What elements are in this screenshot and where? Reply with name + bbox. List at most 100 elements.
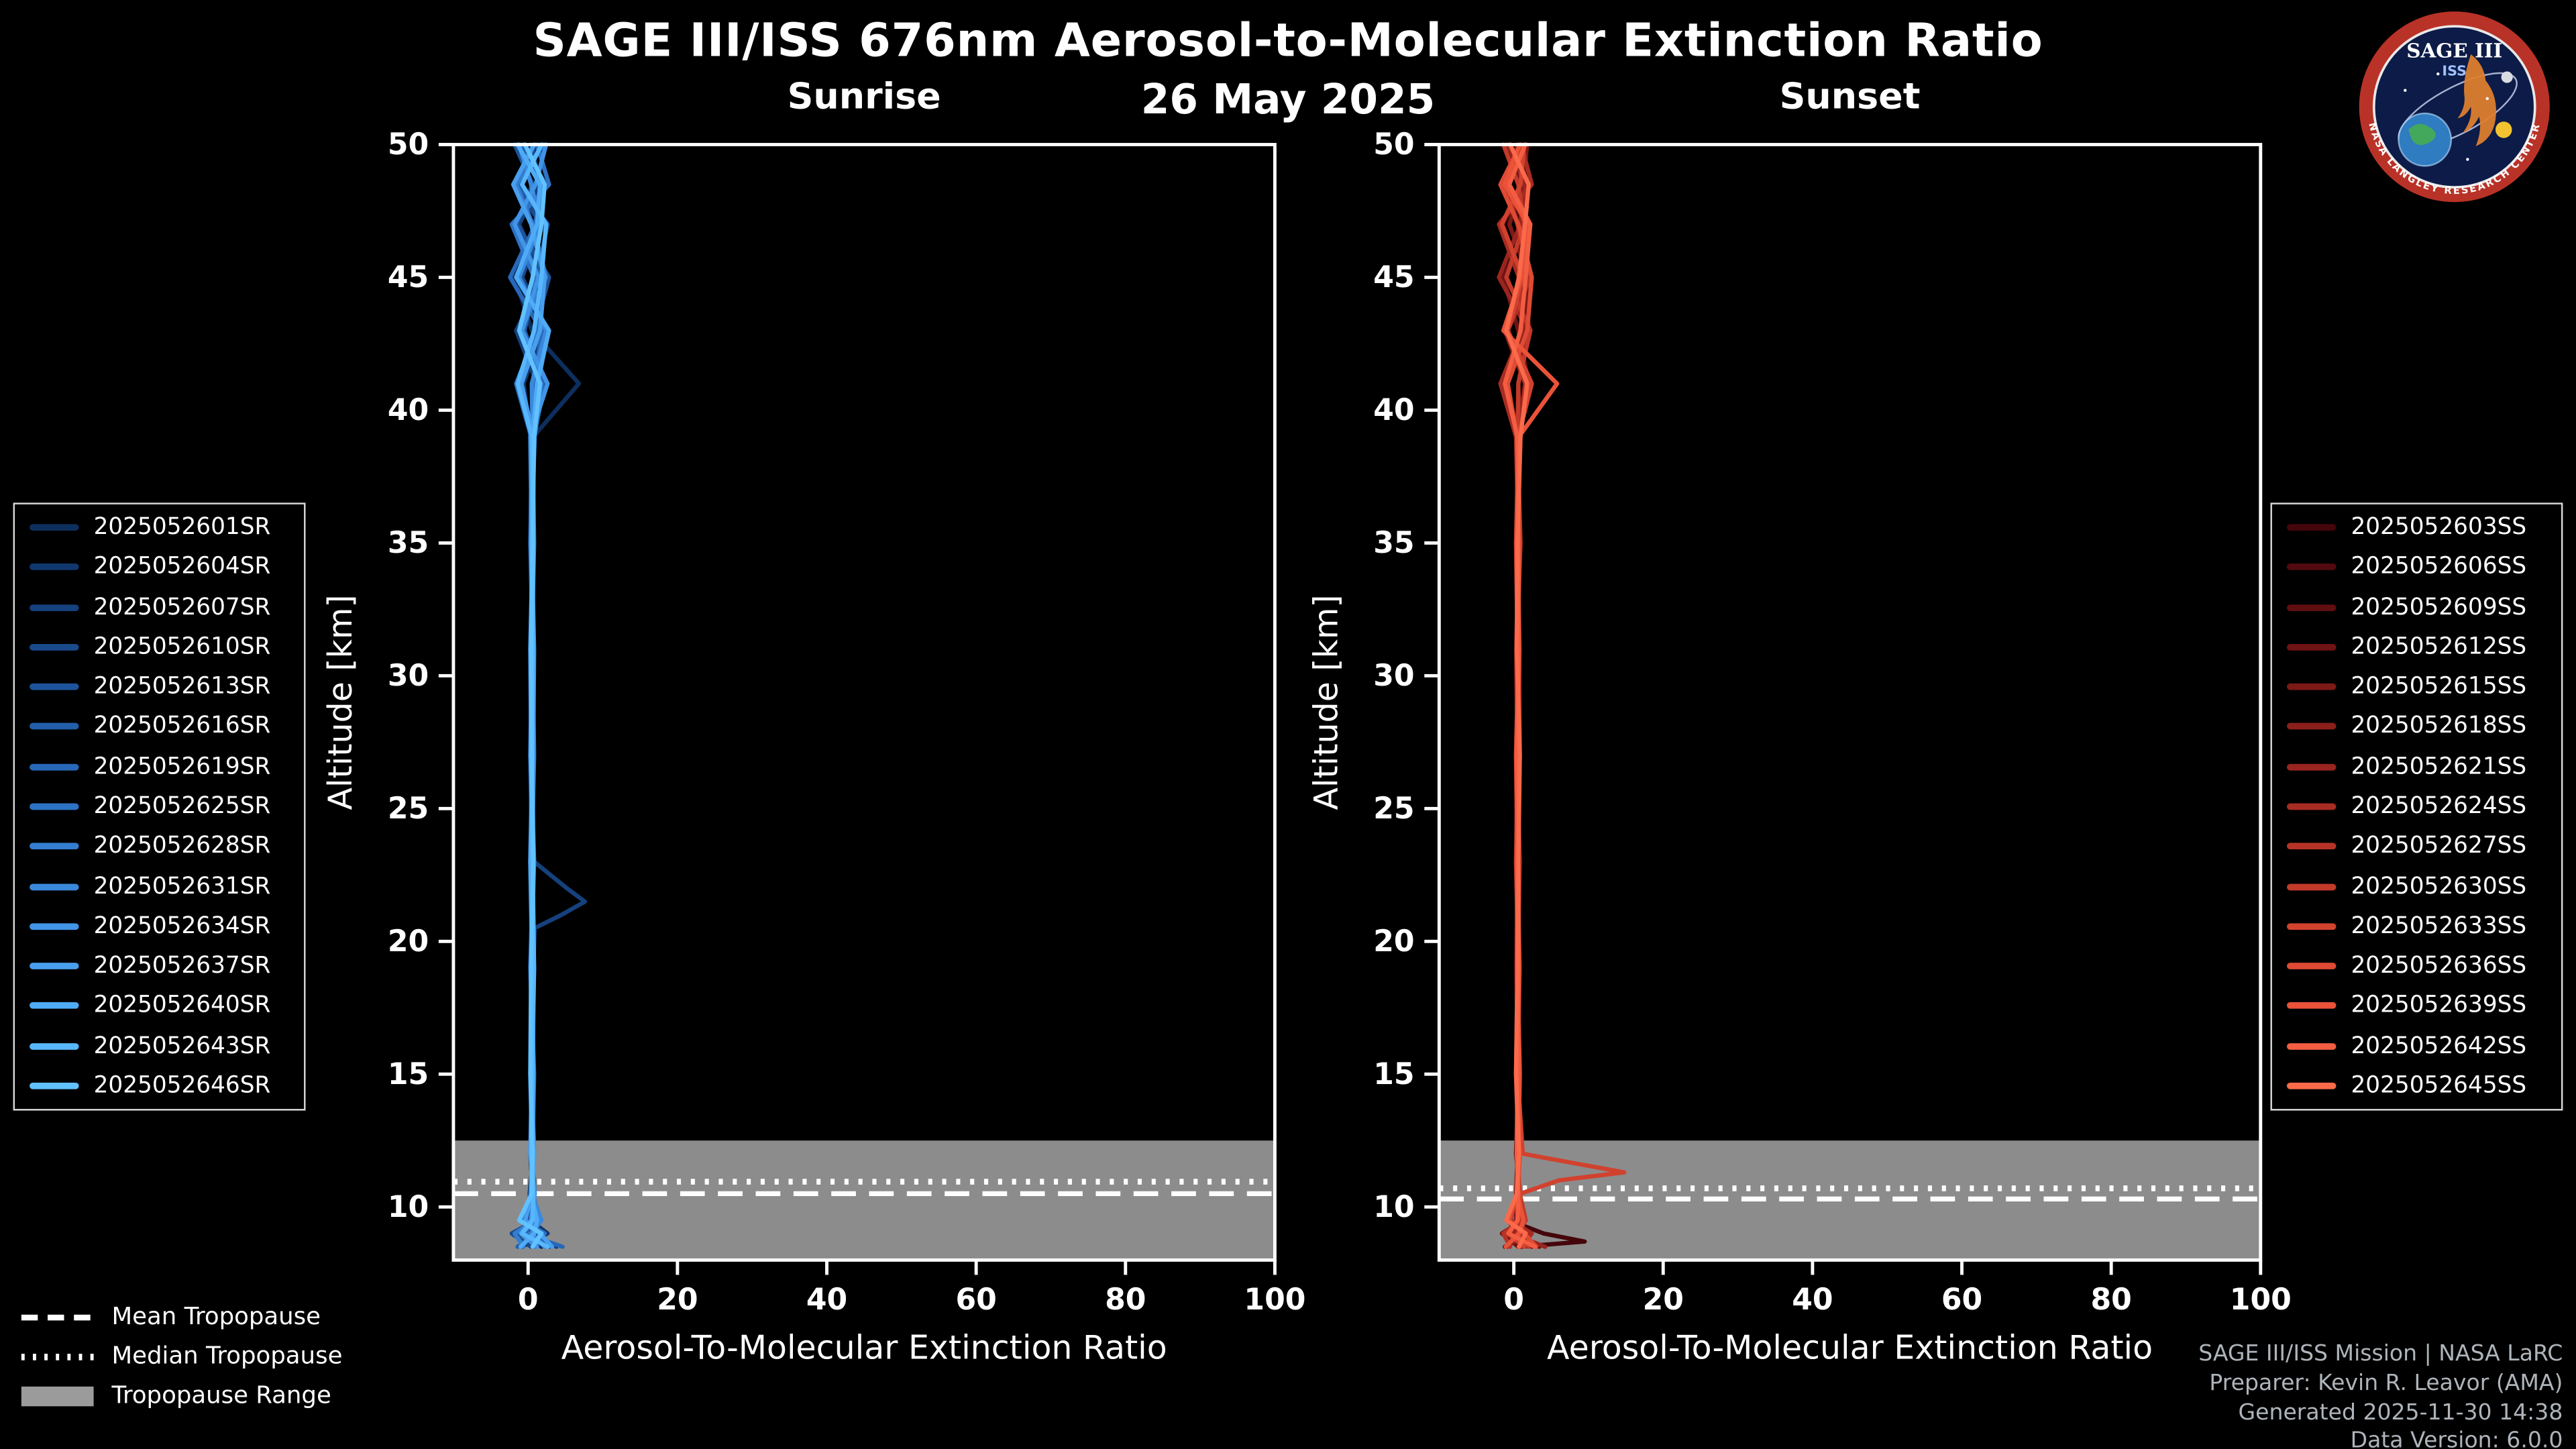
sunset-panel: 0 20 40 60 80 100 10 15 20 25 30 35 40 45 50 Aerosol-To… [1307, 75, 2291, 1367]
footer-mission: SAGE III/ISS Mission | NASA LaRC [2198, 1340, 2563, 1367]
legend-item-tropopause-range: Tropopause Range [19, 1383, 342, 1409]
legend-label: 2025052616SR [93, 713, 271, 741]
legend-line-swatch [30, 1082, 79, 1089]
star-icon [2466, 158, 2469, 161]
y-tick-label: 20 [388, 924, 429, 959]
legend-label: 2025052643SR [93, 1032, 271, 1059]
profile-line-2025052646SR [517, 142, 547, 1249]
legend-line-swatch [2286, 883, 2337, 890]
x-tick-label: 60 [1941, 1283, 1982, 1317]
legend-item: 2025052625SR [30, 794, 289, 820]
legend-line-swatch [30, 524, 79, 531]
x-tick-label: 80 [1105, 1283, 1146, 1317]
legend-line-swatch [2286, 1082, 2337, 1089]
legend-line-swatch [2286, 643, 2337, 651]
x-tick-label: 40 [1792, 1283, 1833, 1317]
star-icon [2436, 72, 2440, 76]
legend-item: 2025052643SR [30, 1033, 289, 1059]
footer-generated: Generated 2025-11-30 14:38 [2238, 1399, 2563, 1426]
y-tick-label: 10 [1373, 1190, 1414, 1224]
legend-item: 2025052630SS [2286, 873, 2546, 900]
legend-label: 2025052624SS [2351, 793, 2527, 820]
legend-label: Mean Tropopause [111, 1304, 321, 1331]
legend-line-swatch [30, 963, 79, 970]
legend-label: 2025052628SR [93, 833, 271, 860]
x-tick-label: 20 [657, 1283, 698, 1317]
legend-line-swatch [30, 564, 79, 571]
x-tick-label: 20 [1643, 1283, 1684, 1317]
legend-label: 2025052607SR [93, 594, 271, 621]
logo-subtitle: ISS [2442, 63, 2467, 79]
y-tick-label: 45 [1373, 260, 1414, 294]
legend-line-swatch [2286, 963, 2337, 970]
footer-preparer: Preparer: Kevin R. Leavor (AMA) [2209, 1369, 2563, 1397]
y-tick-label: 35 [388, 526, 429, 560]
legend-item: 2025052601SR [30, 515, 289, 541]
legend-label: 2025052612SS [2351, 633, 2527, 661]
legend-label: 2025052630SS [2351, 873, 2527, 900]
legend-label: 2025052619SR [93, 753, 271, 780]
legend-line-swatch [2286, 723, 2337, 731]
legend-label: 2025052606SS [2351, 553, 2527, 581]
legend-label: 2025052615SS [2351, 674, 2527, 700]
chart-title: SAGE III/ISS 676nm Aerosol-to-Molecular … [533, 13, 2043, 68]
sun-icon [2496, 121, 2512, 138]
legend-line-swatch [30, 643, 79, 651]
x-tick-label: 0 [1503, 1283, 1524, 1317]
legend-item: 2025052615SS [2286, 674, 2546, 700]
y-tick-label: 15 [388, 1057, 429, 1091]
legend-item: 2025052631SR [30, 873, 289, 900]
x-tick-label: 60 [955, 1283, 996, 1317]
legend-line-swatch [2286, 1002, 2337, 1010]
y-tick-label: 35 [1373, 526, 1414, 560]
legend-label: 2025052633SS [2351, 913, 2527, 940]
legend-label: 2025052601SR [93, 514, 271, 541]
legend-item: 2025052619SR [30, 753, 289, 780]
legend-item: 2025052612SS [2286, 633, 2546, 661]
range-band-swatch [21, 1386, 94, 1407]
y-tick-label: 50 [1373, 127, 1414, 162]
y-tick-label: 50 [388, 127, 429, 162]
legend-line-swatch [30, 1002, 79, 1010]
dashed-line-swatch [21, 1314, 94, 1321]
y-axis-label: Altitude [km] [321, 594, 360, 810]
legend-label: 2025052618SS [2351, 713, 2527, 741]
legend-label: 2025052631SR [93, 873, 271, 900]
legend-item: 2025052610SR [30, 634, 289, 660]
legend-label: 2025052645SS [2351, 1073, 2527, 1099]
y-tick-label: 30 [388, 659, 429, 693]
x-tick-label: 0 [518, 1283, 539, 1317]
legend-item: 2025052637SR [30, 953, 289, 979]
profile-line-2025052645SS [1504, 142, 1531, 1249]
legend-line-swatch [30, 604, 79, 610]
legend-item: 2025052624SS [2286, 793, 2546, 820]
earth-outline [2398, 112, 2453, 167]
axes-frame [451, 143, 1277, 1262]
legend-item: 2025052618SS [2286, 713, 2546, 741]
panel-title: Sunrise [788, 75, 941, 117]
earth-continent [2408, 123, 2436, 146]
legend-label: 2025052604SR [93, 553, 271, 581]
legend-item: 2025052636SS [2286, 953, 2546, 979]
credits-footer: SAGE III/ISS Mission | NASA LaRC Prepare… [2198, 1340, 2563, 1449]
legend-label: 2025052610SR [93, 633, 271, 661]
y-tick-label: 25 [1373, 792, 1414, 826]
legend-label: 2025052637SR [93, 953, 271, 979]
tropopause-legend: Mean Tropopause Median Tropopause Tropop… [19, 1304, 342, 1409]
y-tick-label: 40 [388, 393, 429, 427]
sunrise-panel: 0 20 40 60 80 100 10 15 20 25 30 35 40 45 50 Aerosol-To… [321, 75, 1305, 1367]
sage-iss-logo: NASA LANGLEY RESEARCH CENTER SAGE III IS… [2359, 11, 2550, 203]
sunrise-legend: 2025052601SR 2025052604SR 2025052607SR 2025… [13, 502, 306, 1111]
x-tick-label: 100 [1244, 1283, 1305, 1317]
sunset-legend: 2025052603SS 2025052606SS 2025052609SS 2025… [2270, 502, 2563, 1111]
legend-line-swatch [2286, 922, 2337, 930]
legend-label: 2025052625SR [93, 793, 271, 820]
legend-item: 2025052642SS [2286, 1033, 2546, 1059]
legend-item: 2025052639SS [2286, 993, 2546, 1019]
y-tick-label: 30 [1373, 659, 1414, 693]
legend-item: 2025052628SR [30, 833, 289, 859]
legend-line-swatch [2286, 763, 2337, 770]
legend-line-swatch [2286, 604, 2337, 610]
y-tick-label: 10 [388, 1190, 429, 1224]
